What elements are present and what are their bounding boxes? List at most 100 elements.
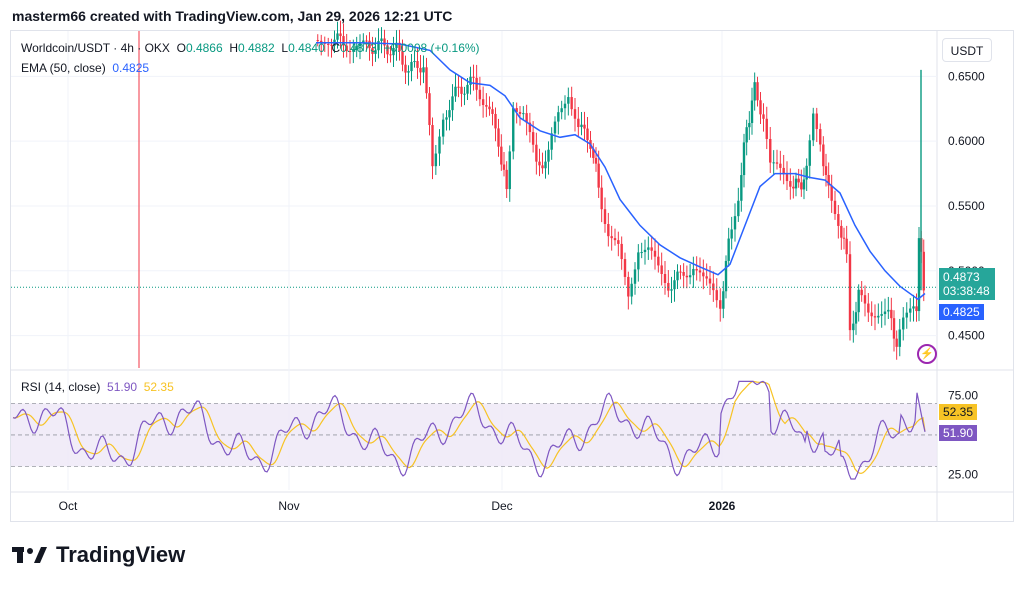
candle-body [775,162,779,164]
candle-body [808,140,811,166]
candle-body [586,128,589,141]
rsi-value-tag: 51.90 [939,425,978,441]
candle-body [737,200,740,217]
candle-body [905,312,908,318]
candle-body [805,165,808,180]
candle-body [500,146,503,165]
candle-body [857,289,860,313]
candle-body [890,309,893,319]
candle-body [607,224,610,237]
close-value: 0.4873 [340,41,377,55]
candle-body [413,61,416,63]
tradingview-logo-text: TradingView [56,542,186,567]
candle-body [613,238,617,241]
candle-body [663,273,667,283]
candle-body [428,93,431,126]
candle-body [371,48,374,54]
ema-legend[interactable]: EMA (50, close) 0.4825 [21,61,149,75]
candle-body [457,86,460,88]
candle-body [660,265,663,274]
price-tick-label: 0.6500 [948,69,985,83]
candle-body [779,163,782,168]
chart-header: masterm66 created with TradingView.com, … [12,8,453,24]
candle-body [815,113,818,130]
candle-body [380,38,383,42]
candle-body [528,122,532,133]
tradingview-logo[interactable]: TradingView [12,542,185,568]
candle-body [854,312,858,324]
candle-body [567,97,570,104]
last-price-tag: 0.4873 03:38:48 [939,268,995,300]
candle-body [512,108,515,152]
candle-body [438,136,441,154]
candle-body [719,300,722,309]
candle-body [431,125,434,167]
candle-body [600,187,603,210]
candle-body [830,185,833,201]
candle-body [762,114,765,119]
candle-body [535,144,538,162]
candle-body [909,308,912,313]
candle-body [898,329,901,347]
candle-body [802,179,806,190]
candle-body [915,306,918,312]
time-tick-label: Dec [491,499,512,513]
low-value: 0.4840 [288,41,325,55]
open-value: 0.4866 [185,41,223,55]
candle-body [525,113,528,123]
candle-body [448,110,451,118]
candle-body [386,45,389,55]
price-tick-label: 0.6000 [948,134,985,148]
candle-body [895,338,898,347]
rsi-legend[interactable]: RSI (14, close) 51.90 52.35 [21,380,174,394]
candle-body [362,40,365,43]
candle-body [407,71,410,73]
candle-body [722,291,725,309]
candle-body [708,278,712,284]
close-label: C [331,41,341,55]
candle-body [355,46,358,50]
high-value: 0.4882 [238,41,275,55]
candle-body [502,164,506,170]
candle-body [538,161,541,166]
candle-body [887,309,890,312]
candle-body [917,238,921,312]
candle-body [481,99,485,106]
candle-body [410,61,413,72]
candle-body [620,243,623,260]
currency-button[interactable]: USDT [942,38,992,62]
candle-body [594,157,598,164]
candle-body [327,43,330,45]
candle-body [392,47,395,56]
candle-body [633,269,637,284]
candle-body [497,128,500,147]
candle-body [395,42,398,48]
candle-body [702,272,705,277]
candle-body [695,268,698,271]
candle-body [637,252,640,270]
candle-body [657,256,660,266]
candle-body [863,295,867,304]
candle-body [902,317,905,330]
candle-body [515,108,518,112]
rsi-ma-line [12,380,926,475]
symbol-legend[interactable]: Worldcoin/USDT · 4h · OKX O0.4866 H0.488… [21,41,480,55]
candle-body [518,111,522,114]
candle-body [358,42,362,47]
candle-body [880,314,883,316]
candle-body [756,82,759,101]
flash-icon[interactable]: ⚡ [917,344,937,364]
candle-body [892,318,896,339]
candle-body [478,89,482,100]
candle-body [463,93,466,95]
candle-body [623,259,627,277]
candle-body [488,106,491,110]
candles-group [316,20,925,360]
candle-body [550,133,553,150]
candle-body [837,214,840,226]
candle-body [398,42,401,52]
candle-body [772,162,775,164]
candle-body [610,236,613,239]
candle-body [404,64,407,73]
